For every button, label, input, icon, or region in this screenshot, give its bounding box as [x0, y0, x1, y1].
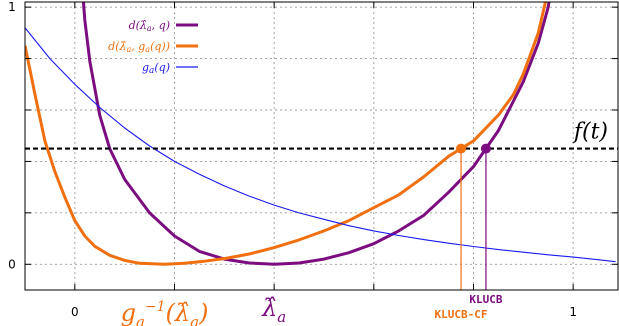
series-line-1	[81, 2, 551, 266]
legend-label-ga-q: ga(q)	[142, 61, 170, 76]
y-tick-label: 1	[8, 0, 16, 14]
x-tick-label: 1	[569, 305, 577, 319]
annotation-g-inverse: ga−1(λ̂a)	[121, 299, 209, 326]
legend: d(λ̂a, q) d(λ̂a, ga(q)) ga(q)	[108, 19, 198, 76]
threshold-label: f(t)	[572, 120, 608, 145]
plot-background	[25, 2, 618, 290]
marker-point-klucb	[480, 143, 491, 154]
plot-frame	[24, 1, 619, 291]
marker-point-klucb-cf	[456, 143, 467, 154]
y-tick-label: 0	[8, 257, 16, 271]
grid	[25, 2, 618, 290]
curves	[25, 2, 616, 266]
ticks: 0 1 0 1	[8, 0, 618, 319]
markers: KLUCB-CF KLUCB	[435, 143, 503, 321]
x-tick-label: 0	[71, 305, 79, 319]
series-line-3	[25, 27, 616, 263]
legend-label-d-lambda-q: d(λ̂a, q)	[129, 19, 170, 33]
legend-label-d-lambda-ga: d(λ̂a, ga(q))	[108, 40, 170, 54]
series-line-2	[25, 2, 548, 266]
marker-label-klucb-cf: KLUCB-CF	[435, 308, 488, 321]
marker-label-klucb: KLUCB	[469, 293, 502, 306]
annotation-lambda-hat: λ̂a	[261, 294, 286, 326]
